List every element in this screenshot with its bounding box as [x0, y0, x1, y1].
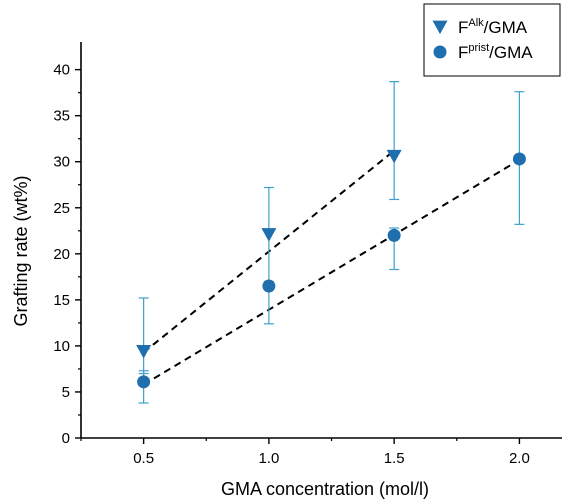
data-point-series-0 — [261, 228, 277, 242]
data-point-series-1 — [387, 228, 401, 242]
data-markers — [136, 149, 526, 389]
y-tick-label: 40 — [53, 62, 70, 79]
data-point-series-0 — [386, 149, 402, 164]
x-tick-label: 1.5 — [384, 450, 405, 467]
data-point-series-1 — [262, 279, 276, 293]
fit-lines — [143, 149, 520, 386]
y-tick-label: 20 — [53, 246, 70, 263]
legend-label-series-1: Fprist/GMA — [458, 42, 533, 62]
data-point-series-1 — [512, 152, 526, 166]
legend-label-series-0: FAlk/GMA — [458, 17, 528, 37]
y-tick-label: 15 — [53, 292, 70, 309]
legend-marker-series-1 — [433, 45, 447, 59]
legend-marker-series-0 — [432, 20, 448, 35]
y-tick-label: 5 — [62, 384, 70, 401]
legend-frame — [423, 3, 561, 77]
y-axis-title: Grafting rate (wt%) — [11, 175, 31, 326]
y-tick-label: 25 — [53, 200, 70, 217]
x-axis-title: GMA concentration (mol/l) — [221, 479, 429, 499]
y-tick-label: 10 — [53, 338, 70, 355]
legend: FAlk/GMA Fprist/GMA — [423, 3, 561, 77]
x-tick-label: 2.0 — [509, 450, 530, 467]
fit-line-series-1 — [143, 159, 520, 386]
y-tick-label: 0 — [62, 430, 70, 447]
tick-labels: 0 5 10 15 20 25 30 35 40 0.5 1.0 1.5 2.0 — [53, 62, 530, 467]
y-tick-label: 35 — [53, 108, 70, 125]
data-point-series-0 — [136, 345, 152, 359]
error-bars — [138, 80, 525, 404]
y-tick-label: 30 — [53, 154, 70, 171]
x-tick-label: 1.0 — [258, 450, 279, 467]
data-point-series-1 — [137, 375, 151, 389]
x-tick-label: 0.5 — [133, 450, 154, 467]
axes — [75, 42, 562, 444]
